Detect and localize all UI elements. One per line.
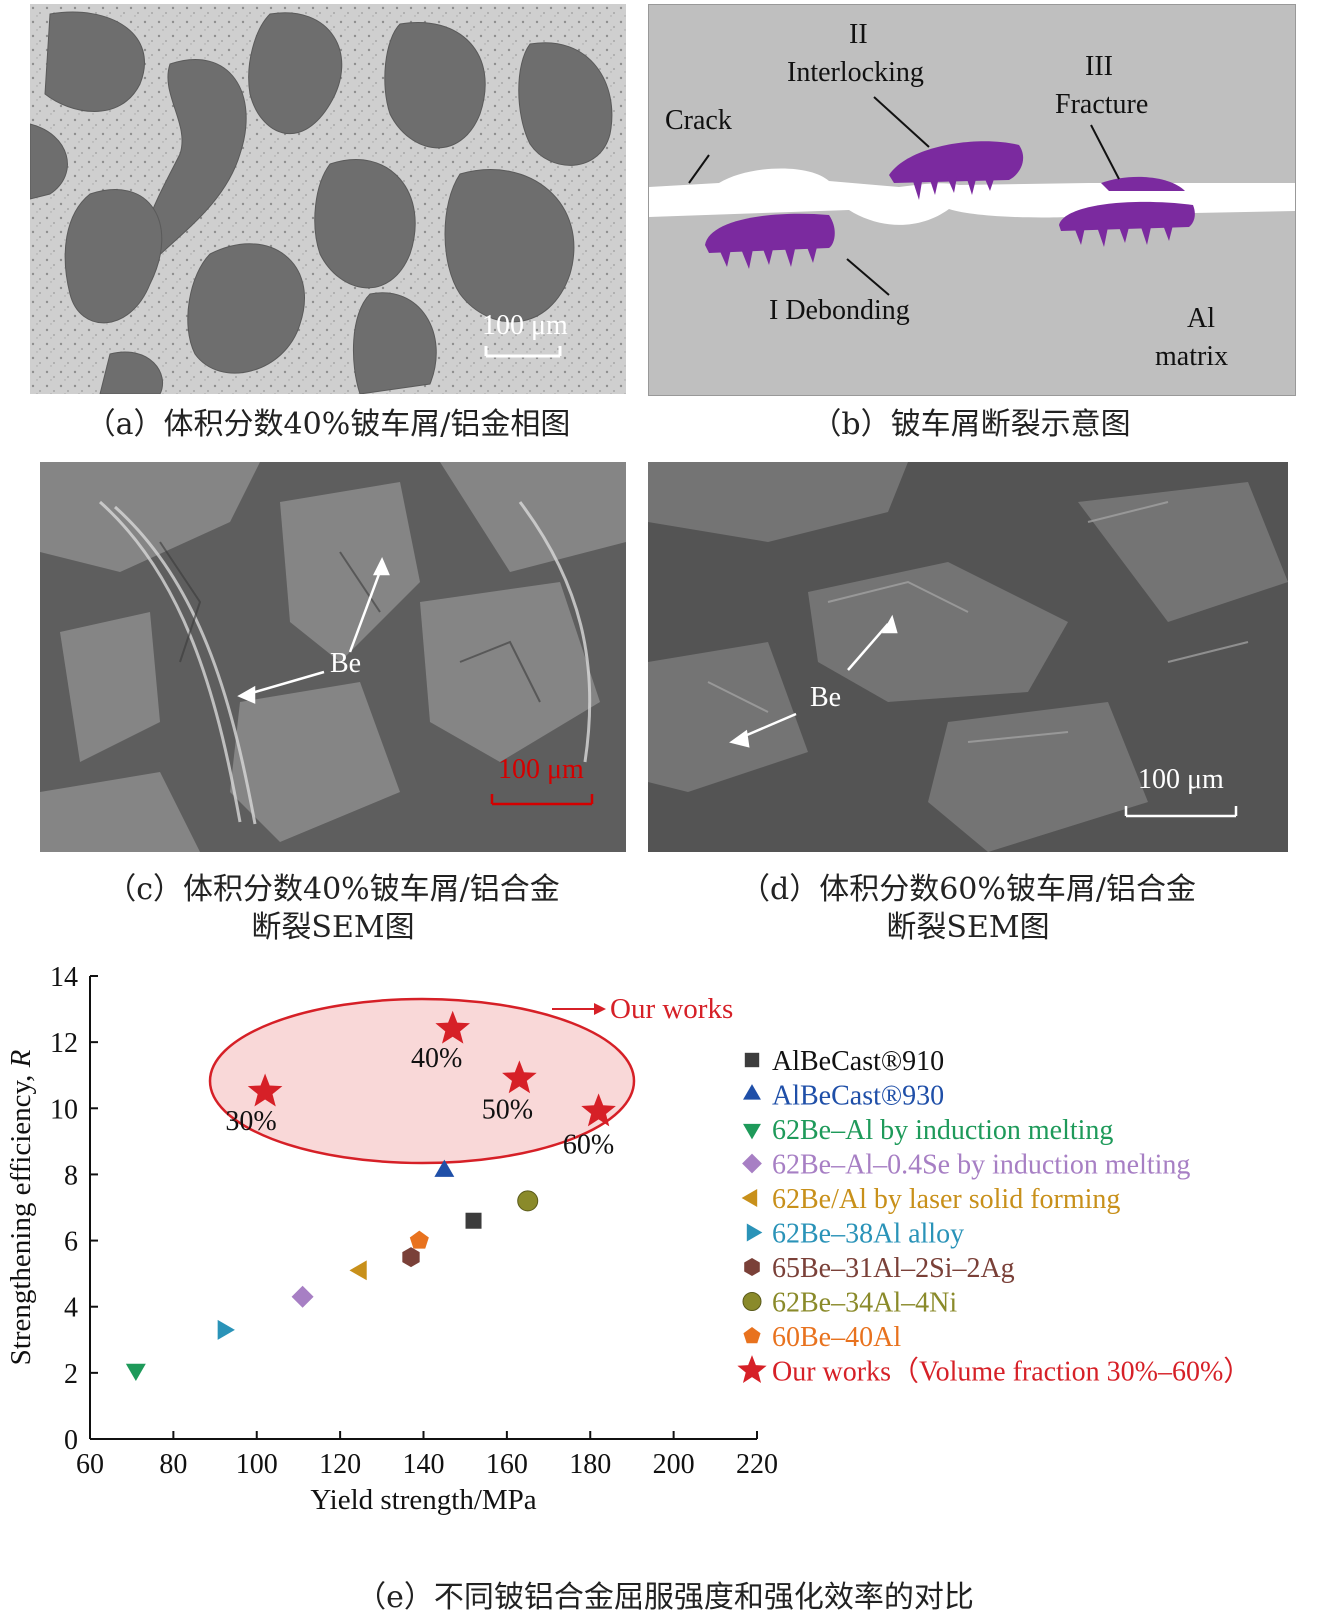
legend-marker <box>742 1153 762 1174</box>
data-point <box>402 1247 420 1268</box>
interlocking-chip <box>889 141 1024 200</box>
legend-marker <box>742 1292 762 1311</box>
y-tick-label: 12 <box>50 1028 78 1059</box>
x-tick-label: 220 <box>736 1449 778 1480</box>
data-label: 40% <box>411 1043 462 1074</box>
label-al: Al <box>1187 303 1215 334</box>
legend-marker <box>743 1327 761 1344</box>
legend-marker <box>744 1258 760 1276</box>
scale-bar-label: 100 μm <box>482 310 568 341</box>
panel-b-schematic: Crack II Interlocking III Fracture I Deb… <box>648 4 1296 396</box>
label-iii-numeral: III <box>1085 51 1113 82</box>
legend-marker <box>744 1052 760 1068</box>
caption-d-line1: （d）体积分数60%铍车屑/铝合金 <box>740 872 1196 907</box>
data-point <box>434 1159 455 1177</box>
our-works-highlight <box>208 997 636 1165</box>
caption-b: （b）铍车屑断裂示意图 <box>811 407 1131 442</box>
legend-label: 60Be–40Al <box>772 1322 901 1353</box>
panel-d-sem: Be 100 μm <box>648 462 1288 852</box>
legend-marker <box>741 1189 758 1207</box>
data-point <box>502 1060 537 1094</box>
debonding-chip <box>705 213 835 269</box>
data-label: 50% <box>482 1095 533 1126</box>
data-point <box>247 1073 283 1107</box>
legend-marker <box>743 1084 761 1100</box>
fracture-schematic <box>649 96 1295 296</box>
label-be: Be <box>330 648 362 679</box>
scatter-chart: 60 80 100 120 140 160 180 200 220 0 2 4 6 8 10 12 14 Yiel… <box>5 962 1251 1516</box>
legend-label: 62Be–34Al–4Ni <box>772 1288 957 1319</box>
y-tick-label: 8 <box>64 1160 78 1191</box>
y-tick-label: 10 <box>50 1094 78 1125</box>
x-tick-label: 120 <box>319 1449 361 1480</box>
data-point <box>125 1363 146 1382</box>
legend-marker <box>746 1223 763 1242</box>
legend-label: 62Be–Al–0.4Se by induction melting <box>772 1150 1190 1181</box>
data-point <box>349 1260 367 1281</box>
caption-c-line1: （c）体积分数40%铍车屑/铝合金 <box>106 872 560 907</box>
panel-a-micrograph: 100 μm <box>30 4 626 394</box>
label-fracture: Fracture <box>1055 89 1149 120</box>
legend-label: AlBeCast®910 <box>772 1046 944 1077</box>
y-tick-label: 4 <box>64 1293 78 1324</box>
y-tick-label: 6 <box>64 1227 78 1258</box>
y-axis-title: Strengthening efficiency, R <box>5 1049 37 1365</box>
legend-marker <box>737 1355 767 1383</box>
data-point <box>581 1093 616 1127</box>
legend-label: 62Be–Al by induction melting <box>772 1115 1113 1146</box>
label-crack: Crack <box>665 105 732 136</box>
legend-marker <box>743 1123 761 1140</box>
data-point <box>435 1010 470 1044</box>
legend-label: AlBeCast®930 <box>772 1081 944 1112</box>
scale-bar-label: 100 μm <box>498 754 584 785</box>
y-tick-label: 0 <box>64 1425 78 1456</box>
x-tick-label: 160 <box>486 1449 528 1480</box>
sem-image-60 <box>648 462 1288 852</box>
legend-label: 62Be–38Al alloy <box>772 1219 964 1250</box>
data-point <box>409 1230 429 1249</box>
legend-label: 62Be/Al by laser solid forming <box>772 1184 1120 1215</box>
x-tick-label: 140 <box>403 1449 445 1480</box>
sem-image-40 <box>40 462 626 852</box>
x-tick-label: 100 <box>236 1449 278 1480</box>
micrograph-image <box>30 4 626 394</box>
legend-label: 65Be–31Al–2Si–2Ag <box>772 1253 1015 1284</box>
data-label: 60% <box>563 1130 614 1161</box>
x-tick-label: 60 <box>76 1449 104 1480</box>
x-axis-title: Yield strength/MPa <box>310 1484 536 1516</box>
annotation-label: Our works <box>610 993 733 1025</box>
data-point <box>217 1319 235 1340</box>
data-point <box>465 1212 482 1229</box>
x-tick-label: 80 <box>159 1449 187 1480</box>
data-point <box>291 1285 314 1308</box>
y-tick-label: 14 <box>50 962 78 993</box>
label-ii-numeral: II <box>849 19 868 50</box>
label-debonding: I Debonding <box>769 295 910 326</box>
annotation-arrowhead <box>594 1003 606 1015</box>
label-interlocking: Interlocking <box>787 57 924 88</box>
caption-c-line2: 断裂SEM图 <box>251 910 415 945</box>
label-matrix: matrix <box>1155 341 1229 372</box>
x-tick-label: 200 <box>653 1449 695 1480</box>
legend-label: Our works（Volume fraction 30%–60%） <box>772 1356 1251 1388</box>
panel-c-sem: Be 100 μm <box>40 462 626 852</box>
caption-d-line2: 断裂SEM图 <box>886 910 1050 945</box>
x-tick-label: 180 <box>569 1449 611 1480</box>
data-point <box>517 1190 539 1212</box>
scale-bar-label: 100 μm <box>1138 764 1224 795</box>
y-tick-label: 2 <box>64 1359 78 1390</box>
label-be: Be <box>810 682 842 713</box>
fracture-chip <box>1059 201 1195 247</box>
data-label: 30% <box>225 1106 276 1137</box>
caption-e: （e）不同铍铝合金屈服强度和强化效率的对比 <box>356 1580 974 1615</box>
caption-a: （a）体积分数40%铍车屑/铝金相图 <box>85 407 571 442</box>
